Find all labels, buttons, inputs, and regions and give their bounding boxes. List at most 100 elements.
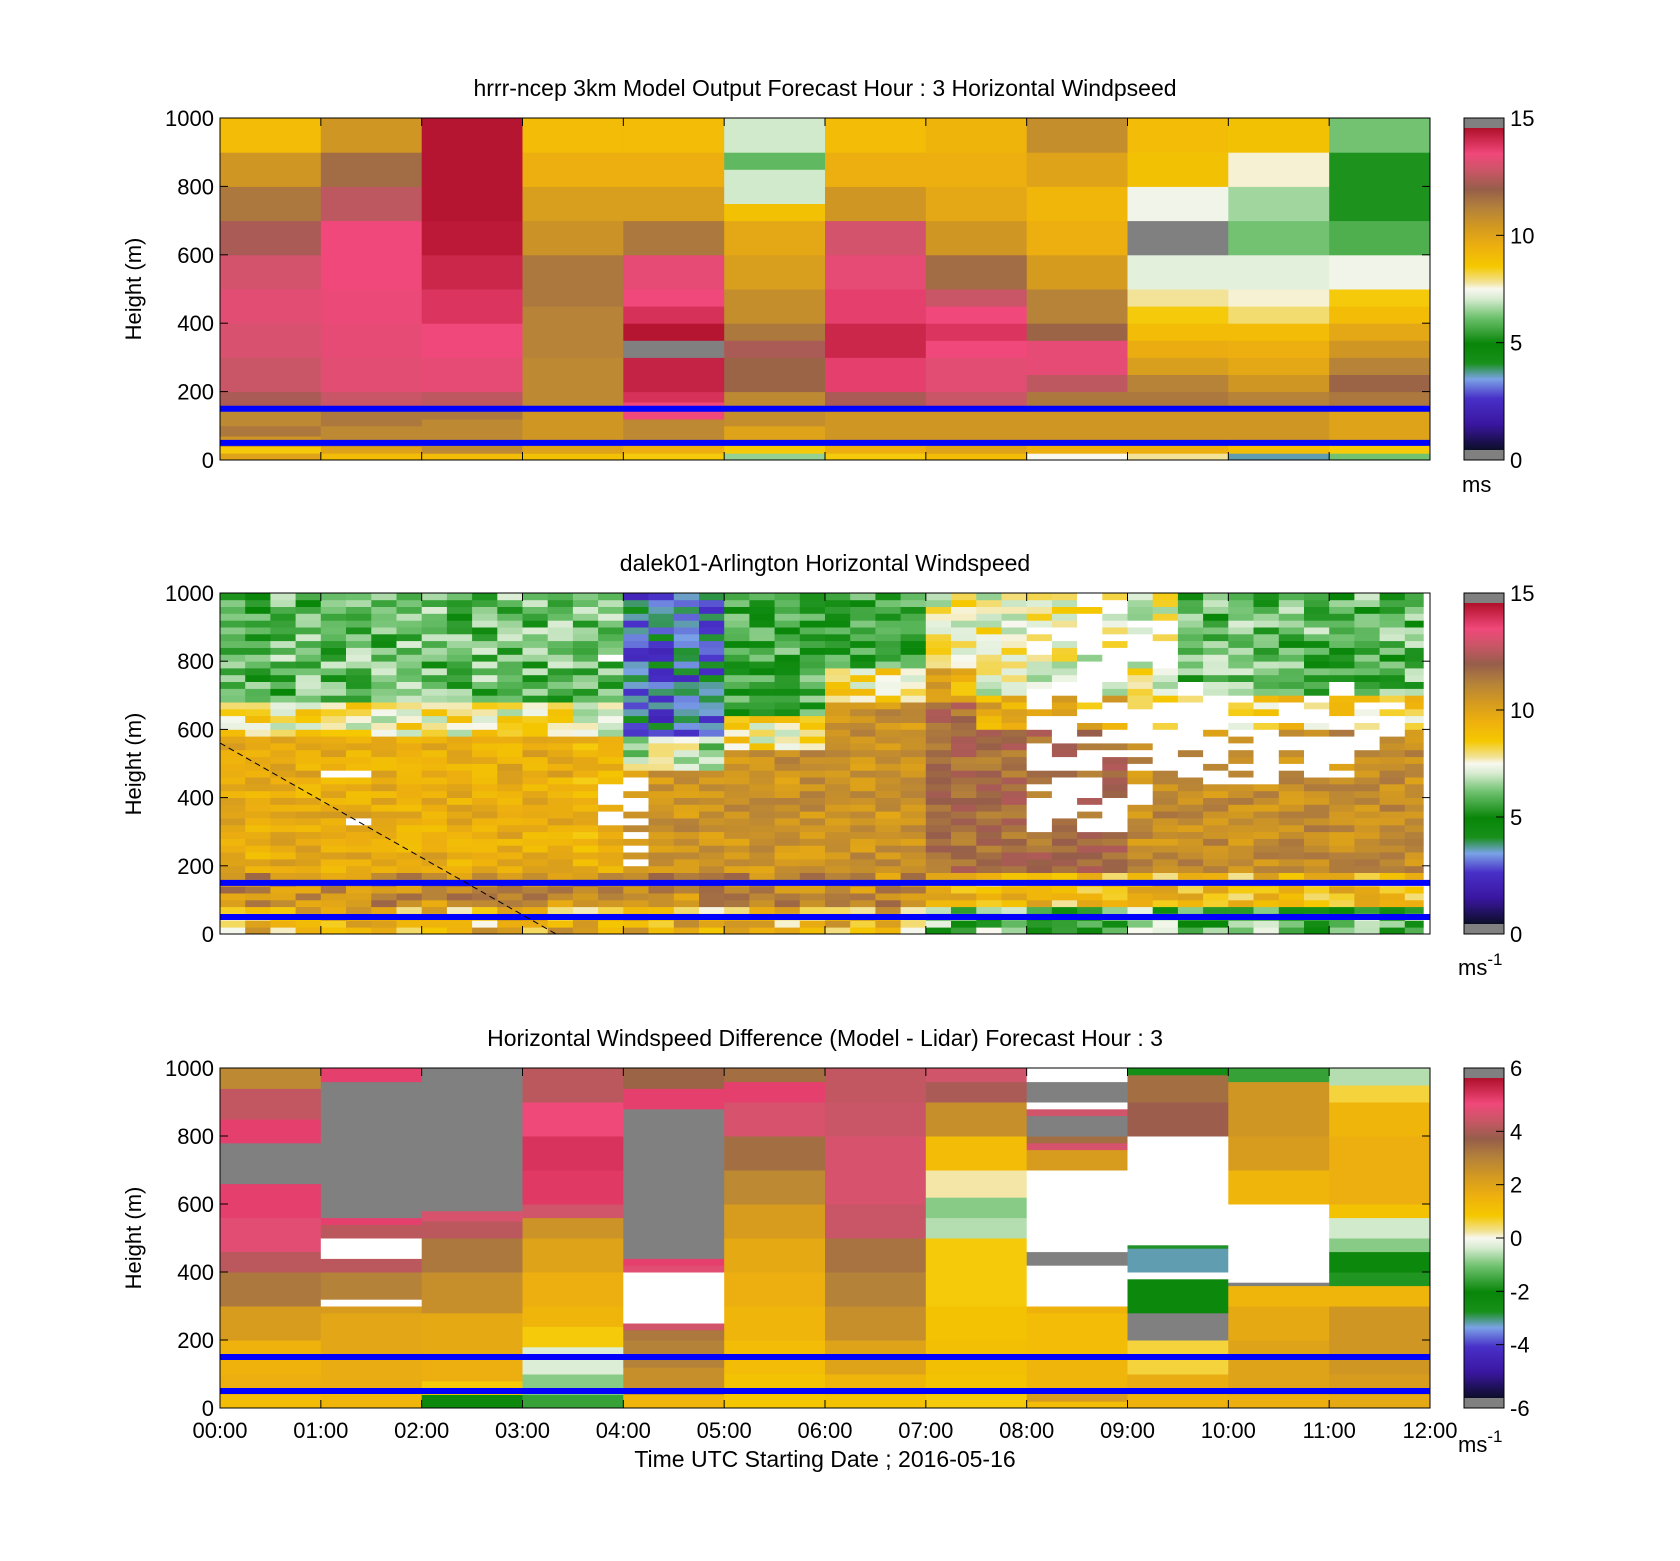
heatmap-cell [245, 729, 271, 737]
colorbar-tick-label: 2 [1510, 1173, 1522, 1198]
panel2-colorbar-unit-base: ms [1458, 955, 1487, 980]
heatmap-cell [295, 872, 322, 880]
heatmap-cell [421, 633, 448, 642]
heatmap-cell [951, 784, 977, 792]
heatmap-cell [220, 681, 246, 689]
heatmap-cell [522, 661, 549, 669]
heatmap-cell [976, 756, 1002, 764]
heatmap-cell [1253, 756, 1280, 764]
heatmap-cell [1253, 708, 1280, 717]
heatmap-cell [1127, 186, 1229, 222]
heatmap-cell [648, 872, 675, 880]
heatmap-cell [346, 906, 372, 914]
heatmap-cell [421, 1272, 523, 1314]
heatmap-cell [623, 391, 725, 403]
y-tick-label: 200 [177, 380, 214, 405]
heatmap-cell [1102, 688, 1128, 696]
heatmap-cell [572, 681, 599, 689]
heatmap-cell [1152, 640, 1179, 648]
heatmap-cell [522, 593, 549, 601]
heatmap-cell [1203, 736, 1229, 744]
heatmap-cell [900, 627, 927, 635]
heatmap-cell [850, 886, 876, 894]
heatmap-cell [749, 893, 775, 901]
heatmap-cell [598, 797, 624, 805]
heatmap-cell [547, 708, 574, 717]
heatmap-cell [1077, 790, 1103, 798]
heatmap-cell [951, 811, 977, 819]
heatmap-cell [598, 927, 624, 934]
heatmap-cell [1051, 593, 1078, 601]
heatmap-cell [1127, 729, 1154, 737]
heatmap-cell [1102, 743, 1128, 751]
heatmap-cell [1228, 1394, 1330, 1408]
heatmap-cell [1278, 811, 1305, 819]
heatmap-cell [673, 695, 700, 703]
heatmap-cell [295, 661, 322, 669]
heatmap-cell [925, 627, 952, 635]
heatmap-cell [1001, 770, 1028, 778]
heatmap-cell [1102, 708, 1128, 717]
heatmap-cell [1102, 654, 1128, 662]
heatmap-cell [623, 824, 649, 833]
heatmap-cell [749, 613, 775, 621]
heatmap-cell [1379, 756, 1406, 764]
heatmap-cell [825, 1136, 927, 1171]
heatmap-cell [1127, 620, 1154, 628]
heatmap-cell [673, 770, 700, 778]
heatmap-cell [320, 893, 347, 901]
panel3-x-axis: 00:00 01:00 02:00 03:00 04:00 05:00 06:00 07:00… [192, 1068, 1458, 1443]
heatmap-cell [1404, 674, 1424, 682]
heatmap-cell [1253, 852, 1280, 860]
heatmap-cell [598, 838, 624, 846]
heatmap-cell [1152, 647, 1179, 655]
heatmap-cell [547, 906, 574, 914]
heatmap-cell [1001, 702, 1028, 710]
heatmap-cell [220, 1142, 322, 1185]
heatmap-cell [1152, 736, 1179, 744]
heatmap-cell [1026, 1170, 1128, 1253]
heatmap-cell [1177, 824, 1204, 833]
heatmap-cell [673, 777, 700, 785]
heatmap-cell [1304, 729, 1330, 737]
heatmap-cell [1404, 804, 1424, 812]
heatmap-cell [925, 1394, 1028, 1408]
panel2-colorbar-unit: ms-1 [1458, 950, 1502, 980]
heatmap-cell [572, 715, 599, 723]
heatmap-cell [673, 763, 700, 771]
heatmap-cell [371, 770, 397, 778]
heatmap-cell [1102, 620, 1128, 628]
heatmap-cell [774, 790, 801, 798]
heatmap-cell [1203, 640, 1229, 648]
heatmap-cell [1278, 620, 1305, 628]
heatmap-cell [270, 620, 296, 628]
heatmap-cell [522, 654, 549, 662]
heatmap-cell [320, 446, 423, 454]
heatmap-cell [1001, 763, 1028, 771]
heatmap-cell [522, 633, 549, 642]
heatmap-cell [1102, 695, 1128, 703]
heatmap-cell [371, 681, 397, 689]
heatmap-cell [850, 647, 876, 655]
heatmap-cell [900, 838, 927, 846]
heatmap-cell [900, 797, 927, 805]
heatmap-cell [825, 695, 851, 703]
heatmap-cell [446, 838, 473, 846]
heatmap-cell [220, 1183, 322, 1219]
heatmap-cell [875, 647, 901, 655]
heatmap-cell [1152, 838, 1179, 846]
heatmap-cell [1177, 872, 1204, 880]
heatmap-cell [598, 674, 624, 682]
heatmap-cell [1354, 927, 1380, 934]
heatmap-cell [1379, 790, 1406, 798]
heatmap-cell [1177, 859, 1204, 867]
heatmap-cell [875, 681, 901, 689]
heatmap-cell [1177, 702, 1204, 710]
heatmap-cell [623, 1088, 725, 1110]
heatmap-cell [774, 715, 801, 723]
heatmap-cell [900, 715, 927, 723]
panel1-colorbar-frame [1463, 117, 1505, 461]
heatmap-cell [1177, 893, 1204, 901]
heatmap-cell [446, 620, 473, 628]
heatmap-cell [522, 865, 549, 873]
